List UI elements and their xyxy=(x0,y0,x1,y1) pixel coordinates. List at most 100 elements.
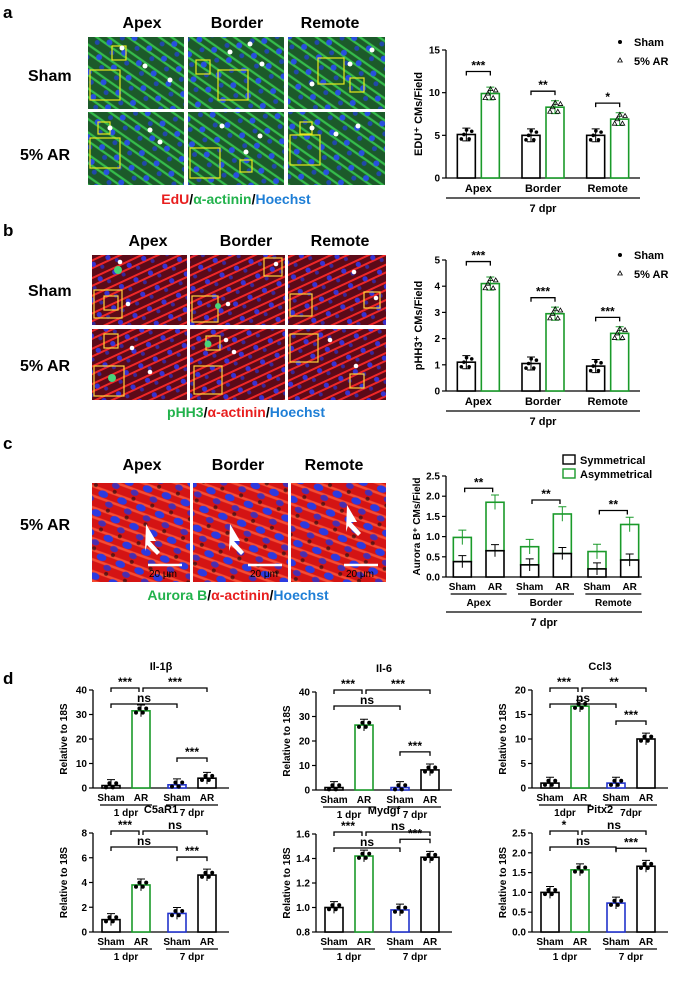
data-point xyxy=(534,130,539,134)
y-tick-label: 0 xyxy=(434,174,440,185)
y-tick-label: 0.0 xyxy=(512,928,526,939)
bar xyxy=(480,282,501,392)
significance-bracket xyxy=(142,687,208,692)
error-bar xyxy=(612,896,620,910)
y-tick-label: 2.0 xyxy=(512,848,526,859)
x-tick-label: AR xyxy=(200,793,215,804)
error-bar xyxy=(558,506,567,522)
data-point xyxy=(144,880,149,885)
data-point xyxy=(363,855,368,860)
y-tick-label: 0.5 xyxy=(512,908,526,919)
footer-label: 7 dpr xyxy=(530,203,558,215)
error-bar xyxy=(625,553,634,567)
micrograph-ar-remote xyxy=(288,329,386,400)
y-tick-label: 1 xyxy=(434,360,440,371)
significance-label: *** xyxy=(341,677,355,691)
data-point xyxy=(490,94,497,100)
group-label: 7 dpr xyxy=(403,810,428,821)
data-point xyxy=(554,108,561,114)
data-point xyxy=(140,884,145,889)
legend-label: 5% AR xyxy=(634,269,668,281)
data-point xyxy=(591,364,596,368)
data-point xyxy=(639,738,643,743)
panel-a-micrographs xyxy=(88,37,385,185)
data-point xyxy=(399,909,404,914)
error-bar xyxy=(107,913,115,926)
data-point xyxy=(482,284,489,291)
significance-label: *** xyxy=(408,739,422,753)
panel-c-chart: 0.0 0.5 1.0 1.5 2.0 2.5 Sham AR Sham AR Sham AR Apex… xyxy=(412,454,652,629)
data-point xyxy=(596,138,601,142)
error-bar xyxy=(137,704,145,717)
qpcr-chart: 0.8 1.0 1.2 1.4 1.6 Mydgf Relative to 18S Sham A… xyxy=(282,805,452,963)
x-tick-label: Sham xyxy=(536,937,563,948)
row-label-5ar: 5% AR xyxy=(20,147,71,164)
data-point xyxy=(642,861,647,866)
group-label: 1 dpr xyxy=(337,810,362,821)
data-point xyxy=(327,787,331,792)
y-tick-label: 4 xyxy=(434,282,440,293)
error-bar xyxy=(546,885,554,899)
micrograph-ar-border xyxy=(190,329,285,400)
data-point xyxy=(330,903,335,908)
data-point xyxy=(210,773,215,778)
significance-label: *** xyxy=(536,285,550,299)
y-tick-label: 0 xyxy=(434,387,440,398)
significance-label: *** xyxy=(471,249,485,263)
data-point xyxy=(200,777,204,782)
data-point xyxy=(367,851,372,856)
data-point xyxy=(543,782,547,787)
column-header-apex: Apex xyxy=(122,15,161,32)
x-tick-label: AR xyxy=(622,582,637,593)
data-point xyxy=(639,866,643,871)
data-point xyxy=(552,305,559,312)
data-point xyxy=(492,277,499,283)
significance-label: ** xyxy=(541,487,551,501)
significance-bracket xyxy=(530,90,556,96)
bar xyxy=(570,705,590,789)
y-axis-label: Relative to 18S xyxy=(282,705,293,776)
x-tick-label: Sham xyxy=(602,937,629,948)
panel-b-column-headers: Apex Border Remote xyxy=(128,233,369,250)
x-tick-label: Sham xyxy=(320,937,347,948)
data-point xyxy=(462,132,466,137)
data-point xyxy=(596,368,601,373)
significance-label: ** xyxy=(609,675,619,689)
data-point xyxy=(529,357,533,361)
y-tick-label: 10 xyxy=(515,735,527,746)
x-tick-label: AR xyxy=(134,793,149,804)
panel-a-label: a xyxy=(3,3,13,22)
y-tick-label: 2 xyxy=(434,334,440,345)
data-point xyxy=(588,138,593,142)
data-point xyxy=(467,137,471,141)
x-tick-label: Sham xyxy=(97,937,124,948)
y-tick-label: 2.5 xyxy=(512,829,526,840)
data-point xyxy=(645,738,650,743)
data-point xyxy=(532,138,536,142)
significance-label: * xyxy=(562,818,567,832)
data-point xyxy=(549,103,556,110)
significance-bracket xyxy=(399,838,431,844)
data-point xyxy=(429,857,434,862)
significance-bracket xyxy=(399,751,431,756)
data-point xyxy=(393,787,397,792)
significance-bracket xyxy=(365,831,431,836)
data-point xyxy=(532,366,536,370)
caption-phh3: pHH3 xyxy=(167,404,204,420)
bar xyxy=(570,869,590,933)
y-tick-label: 10 xyxy=(429,88,441,99)
data-point xyxy=(616,111,623,117)
data-point xyxy=(549,310,556,316)
x-tick-label: Sham xyxy=(583,582,610,593)
data-point xyxy=(543,892,547,897)
data-point xyxy=(180,780,185,785)
data-point xyxy=(622,112,629,118)
data-point xyxy=(547,315,553,321)
data-point xyxy=(612,778,617,783)
chart-title: Il-1β xyxy=(150,661,173,673)
footer-label: 7 dpr xyxy=(530,416,558,428)
x-tick-label: Sham xyxy=(516,582,543,593)
error-bar xyxy=(625,516,634,532)
data-point xyxy=(591,133,596,138)
